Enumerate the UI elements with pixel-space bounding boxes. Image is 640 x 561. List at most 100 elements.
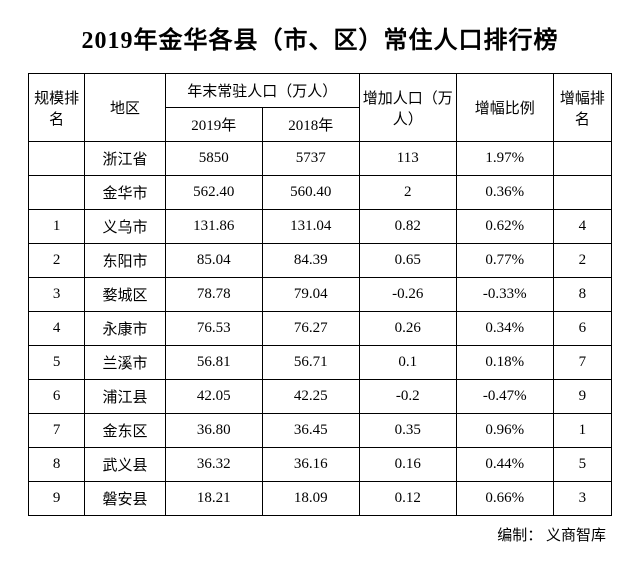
cell-grank: 4 — [553, 210, 611, 244]
table-body: 浙江省585057371131.97%金华市562.40560.4020.36%… — [29, 142, 612, 516]
credit-line: 编制： 义商智库 — [28, 524, 612, 545]
header-increase: 增加人口（万人） — [359, 74, 456, 142]
cell-grank: 6 — [553, 312, 611, 346]
cell-p2019: 131.86 — [165, 210, 262, 244]
cell-p2018: 56.71 — [262, 346, 359, 380]
cell-region: 义乌市 — [85, 210, 166, 244]
cell-p2019: 36.80 — [165, 414, 262, 448]
cell-rank: 4 — [29, 312, 85, 346]
table-header: 规模排名 地区 年末常驻人口（万人） 增加人口（万人） 增幅比例 增幅排名 20… — [29, 74, 612, 142]
cell-p2018: 36.16 — [262, 448, 359, 482]
cell-region: 金东区 — [85, 414, 166, 448]
cell-rank — [29, 142, 85, 176]
cell-rank: 8 — [29, 448, 85, 482]
cell-grank: 7 — [553, 346, 611, 380]
header-row-1: 规模排名 地区 年末常驻人口（万人） 增加人口（万人） 增幅比例 增幅排名 — [29, 74, 612, 108]
header-pop-2019: 2019年 — [165, 108, 262, 142]
cell-p2019: 78.78 — [165, 278, 262, 312]
cell-region: 兰溪市 — [85, 346, 166, 380]
cell-grank — [553, 142, 611, 176]
cell-rank: 6 — [29, 380, 85, 414]
cell-inc: 0.12 — [359, 482, 456, 516]
cell-p2018: 79.04 — [262, 278, 359, 312]
cell-p2018: 76.27 — [262, 312, 359, 346]
cell-inc: -0.26 — [359, 278, 456, 312]
cell-pct: 0.66% — [456, 482, 553, 516]
table-row: 7金东区36.8036.450.350.96%1 — [29, 414, 612, 448]
cell-region: 武义县 — [85, 448, 166, 482]
cell-p2019: 562.40 — [165, 176, 262, 210]
population-table: 规模排名 地区 年末常驻人口（万人） 增加人口（万人） 增幅比例 增幅排名 20… — [28, 73, 612, 516]
cell-pct: 0.96% — [456, 414, 553, 448]
cell-pct: 0.62% — [456, 210, 553, 244]
table-row: 2东阳市85.0484.390.650.77%2 — [29, 244, 612, 278]
cell-grank: 2 — [553, 244, 611, 278]
cell-rank: 5 — [29, 346, 85, 380]
cell-inc: -0.2 — [359, 380, 456, 414]
cell-p2018: 36.45 — [262, 414, 359, 448]
cell-rank: 9 — [29, 482, 85, 516]
cell-p2018: 42.25 — [262, 380, 359, 414]
cell-p2019: 42.05 — [165, 380, 262, 414]
table-row: 6浦江县42.0542.25-0.2-0.47%9 — [29, 380, 612, 414]
cell-inc: 0.35 — [359, 414, 456, 448]
cell-grank: 3 — [553, 482, 611, 516]
table-row: 1义乌市131.86131.040.820.62%4 — [29, 210, 612, 244]
cell-region: 金华市 — [85, 176, 166, 210]
header-growth-pct: 增幅比例 — [456, 74, 553, 142]
cell-inc: 113 — [359, 142, 456, 176]
cell-rank: 7 — [29, 414, 85, 448]
cell-p2019: 18.21 — [165, 482, 262, 516]
table-row: 8武义县36.3236.160.160.44%5 — [29, 448, 612, 482]
cell-grank: 8 — [553, 278, 611, 312]
cell-region: 婺城区 — [85, 278, 166, 312]
cell-region: 东阳市 — [85, 244, 166, 278]
cell-pct: 0.77% — [456, 244, 553, 278]
page-title: 2019年金华各县（市、区）常住人口排行榜 — [28, 20, 612, 55]
header-region: 地区 — [85, 74, 166, 142]
cell-grank — [553, 176, 611, 210]
cell-p2019: 85.04 — [165, 244, 262, 278]
cell-pct: -0.33% — [456, 278, 553, 312]
cell-p2018: 18.09 — [262, 482, 359, 516]
header-growth-rank: 增幅排名 — [553, 74, 611, 142]
cell-p2018: 560.40 — [262, 176, 359, 210]
cell-pct: 0.18% — [456, 346, 553, 380]
cell-rank: 3 — [29, 278, 85, 312]
cell-region: 磐安县 — [85, 482, 166, 516]
cell-pct: 0.34% — [456, 312, 553, 346]
table-row: 5兰溪市56.8156.710.10.18%7 — [29, 346, 612, 380]
cell-grank: 5 — [553, 448, 611, 482]
cell-p2018: 5737 — [262, 142, 359, 176]
table-row: 3婺城区78.7879.04-0.26-0.33%8 — [29, 278, 612, 312]
cell-rank: 1 — [29, 210, 85, 244]
cell-inc: 0.26 — [359, 312, 456, 346]
cell-rank — [29, 176, 85, 210]
cell-inc: 0.1 — [359, 346, 456, 380]
credit-value: 义商智库 — [546, 528, 606, 544]
cell-grank: 1 — [553, 414, 611, 448]
page-container: 2019年金华各县（市、区）常住人口排行榜 规模排名 地区 年末常驻人口（万人）… — [0, 0, 640, 561]
cell-pct: 1.97% — [456, 142, 553, 176]
cell-p2019: 36.32 — [165, 448, 262, 482]
header-pop-2018: 2018年 — [262, 108, 359, 142]
cell-p2019: 56.81 — [165, 346, 262, 380]
table-row: 金华市562.40560.4020.36% — [29, 176, 612, 210]
cell-p2019: 5850 — [165, 142, 262, 176]
cell-rank: 2 — [29, 244, 85, 278]
cell-pct: -0.47% — [456, 380, 553, 414]
cell-grank: 9 — [553, 380, 611, 414]
cell-inc: 0.65 — [359, 244, 456, 278]
table-row: 4永康市76.5376.270.260.34%6 — [29, 312, 612, 346]
credit-label: 编制： — [497, 528, 542, 544]
table-row: 9磐安县18.2118.090.120.66%3 — [29, 482, 612, 516]
cell-region: 永康市 — [85, 312, 166, 346]
cell-pct: 0.44% — [456, 448, 553, 482]
header-pop-group: 年末常驻人口（万人） — [165, 74, 359, 108]
cell-inc: 0.82 — [359, 210, 456, 244]
cell-p2018: 131.04 — [262, 210, 359, 244]
cell-inc: 2 — [359, 176, 456, 210]
header-rank: 规模排名 — [29, 74, 85, 142]
cell-region: 浦江县 — [85, 380, 166, 414]
table-row: 浙江省585057371131.97% — [29, 142, 612, 176]
